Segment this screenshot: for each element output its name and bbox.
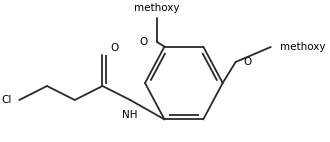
- Text: Cl: Cl: [2, 95, 12, 105]
- Text: NH: NH: [122, 110, 138, 120]
- Text: methoxy: methoxy: [280, 42, 325, 52]
- Text: O: O: [140, 37, 148, 47]
- Text: O: O: [243, 57, 251, 67]
- Text: O: O: [110, 43, 118, 53]
- Text: methoxy: methoxy: [134, 3, 180, 13]
